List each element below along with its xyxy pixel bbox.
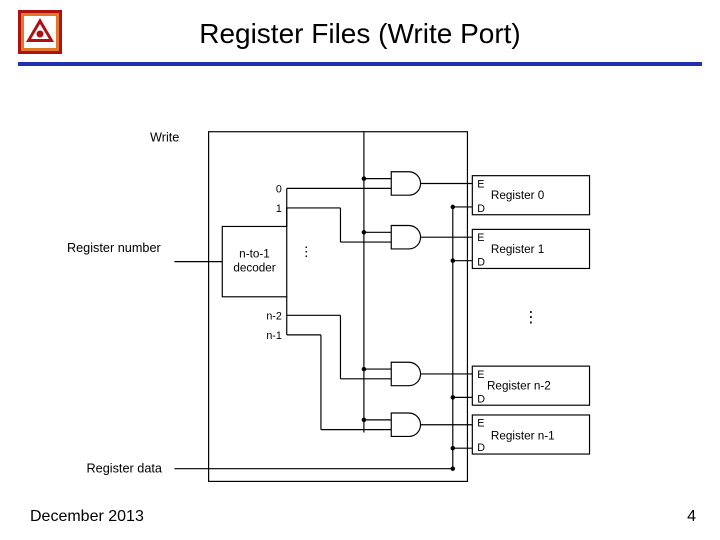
- svg-text:D: D: [477, 393, 485, 405]
- reg-number-label: Register number: [67, 241, 162, 255]
- svg-text:E: E: [477, 369, 484, 381]
- and-gate-n1: [362, 413, 421, 436]
- module-box: [209, 132, 468, 482]
- and-gate-n2: [362, 362, 421, 385]
- svg-text:E: E: [477, 178, 484, 190]
- decoder-out-1: 1: [276, 203, 282, 215]
- svg-text:Register n-1: Register n-1: [491, 429, 555, 442]
- svg-text:E: E: [477, 232, 484, 244]
- decoder-out-n1: n-1: [266, 330, 282, 342]
- svg-text:Register 1: Register 1: [491, 243, 544, 256]
- register-0: E D Register 0: [472, 176, 589, 215]
- page-title: Register Files (Write Port): [0, 18, 720, 50]
- register-n2: E D Register n-2: [472, 366, 589, 405]
- and-gate-0: [362, 172, 421, 195]
- reg-data-label: Register data: [87, 462, 163, 476]
- and-gate-1: [362, 225, 421, 248]
- svg-text:D: D: [477, 442, 485, 454]
- footer-date: December 2013: [30, 508, 144, 526]
- decoder-ellipsis: ⋮: [299, 244, 313, 259]
- register-1: E D Register 1: [472, 229, 589, 268]
- decoder-label-1: n-to-1: [239, 248, 270, 261]
- register-n1: E D Register n-1: [472, 415, 589, 454]
- title-rule: [18, 62, 702, 66]
- decoder-label-2: decoder: [233, 261, 275, 274]
- svg-text:Register 0: Register 0: [491, 189, 545, 202]
- page-number: 4: [687, 508, 696, 526]
- svg-text:D: D: [477, 257, 485, 269]
- decoder-out-0: 0: [276, 183, 282, 195]
- svg-text:E: E: [477, 418, 484, 430]
- svg-text:D: D: [477, 203, 485, 215]
- write-label: Write: [150, 130, 179, 144]
- register-ellipsis: ⋮: [523, 309, 539, 326]
- decoder-out-n2: n-2: [266, 310, 282, 322]
- svg-text:Register n-2: Register n-2: [487, 380, 551, 393]
- write-port-diagram: Write Register number n-to-1 decoder 0 1…: [0, 78, 720, 498]
